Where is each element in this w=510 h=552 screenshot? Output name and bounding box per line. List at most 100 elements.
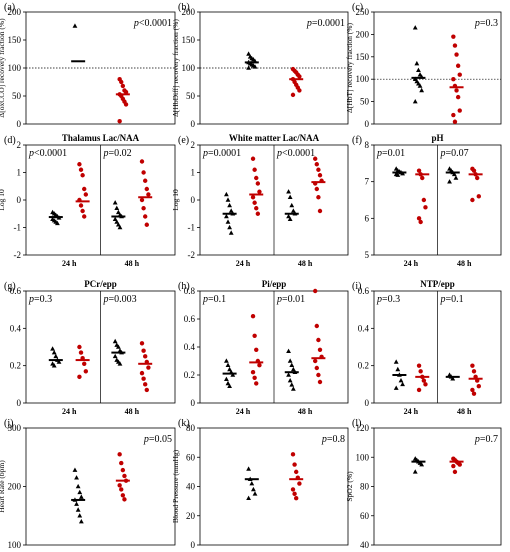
y-tick-label: 150 [8,35,22,45]
data-point-triangle [225,197,231,202]
panel-label: (d) [4,135,16,146]
y-axis-label: SpO2 (%) [345,471,354,502]
y-tick-label: 0.4 [184,342,196,352]
data-point-triangle [393,359,399,364]
y-tick-label: 60 [186,452,196,462]
data-point-circle [257,189,262,194]
y-tick-label: 50 [360,97,370,107]
data-point-triangle [419,87,425,93]
data-point-circle [119,487,124,492]
data-point-circle [82,361,87,366]
y-tick-label: 200 [8,7,22,17]
p-value-annotation: p<0.0001 [28,148,67,159]
data-point-triangle [112,216,118,222]
data-point-circle [471,168,477,173]
panel-f: (f) pH 5 6 7 8 24 h 48 h [352,133,502,268]
chart-title: Pi/epp [262,279,287,289]
y-tick-label: -2 [14,250,22,260]
data-point-circle [451,34,456,39]
data-point-triangle [227,224,232,230]
data-point-circle [290,487,296,492]
data-point-triangle [227,202,232,208]
data-point-circle [252,167,257,172]
panel-e: (e) White matter Lac/NAA -2 -1 0 1 2 Log 10 24 h… [171,133,349,268]
panel-k: (k) 0 20 40 60 80 Blood Pressure (mmHg) [171,418,349,550]
y-axis-label: Log 10 [171,189,180,211]
data-point-triangle [412,469,418,474]
data-point-triangle [246,51,251,56]
data-point-triangle [249,480,255,486]
data-point-circle [83,192,89,197]
data-point-circle [82,214,87,219]
chart-title: NTP/epp [420,279,455,289]
data-point-circle [297,88,302,93]
data-point-circle [313,288,318,294]
data-point-circle [80,173,85,178]
y-tick-label: 50 [186,91,196,101]
data-point-circle [290,92,296,98]
data-point-circle [143,178,148,183]
data-point-triangle [75,507,81,512]
data-point-circle [255,181,261,186]
panel-label: (h) [178,281,190,292]
y-tick-label: 0.2 [10,361,21,371]
x-group-label: 24 h [62,259,77,268]
p-value-annotation: p=0.01 [376,148,405,159]
data-point-triangle [395,366,401,372]
y-axis-label: Heart Rate (bpm) [0,460,6,513]
data-point-circle [123,102,129,107]
data-point-circle [144,387,149,393]
data-point-triangle [75,483,81,489]
data-point-circle [421,378,427,383]
data-point-circle [418,369,423,374]
data-point-circle [454,52,459,57]
y-tick-label: 100 [356,74,370,84]
plot-frame [373,11,502,125]
data-point-triangle [246,466,251,471]
y-axis-label: Log 10 [0,189,6,211]
plot-frame [25,427,176,546]
data-point-triangle [246,65,251,70]
panel-label: (f) [352,135,362,146]
data-point-circle [316,195,321,200]
x-group-label: 48 h [457,259,472,268]
data-point-triangle [77,489,83,495]
data-point-circle [250,314,256,319]
data-point-circle [297,481,302,486]
data-point-circle [119,79,124,85]
data-point-circle [451,77,456,82]
data-point-circle [141,206,146,211]
p-value-annotation: p=0.1 [202,294,226,305]
data-point-circle [78,167,84,172]
data-point-triangle [78,519,84,524]
data-point-triangle [56,359,62,364]
y-tick-label: 80 [360,482,370,492]
data-point-circle [82,186,87,192]
y-tick-label: 0.4 [358,323,370,333]
data-point-triangle [114,219,120,224]
y-tick-label: 100 [356,452,370,462]
data-point-circle [250,370,256,375]
data-point-circle [120,493,126,498]
panel-label: (j) [4,418,13,429]
y-tick-label: 200 [356,29,370,39]
data-point-triangle [225,219,231,224]
data-point-circle [120,467,126,473]
data-point-triangle [246,495,251,500]
data-point-circle [455,63,461,68]
data-point-triangle [55,220,60,226]
data-point-triangle [51,363,57,368]
data-point-circle [476,384,481,389]
y-tick-label: 150 [356,52,370,62]
data-point-triangle [112,353,118,359]
x-group-label: 48 h [298,407,313,416]
data-point-circle [146,365,151,370]
y-tick-label: 50 [12,91,22,101]
p-value-annotation: p=0.02 [103,148,132,159]
data-point-circle [77,374,82,380]
x-group-label: 24 h [62,407,77,416]
data-point-triangle [393,385,399,390]
data-point-triangle [112,200,118,205]
data-point-triangle [290,208,296,213]
